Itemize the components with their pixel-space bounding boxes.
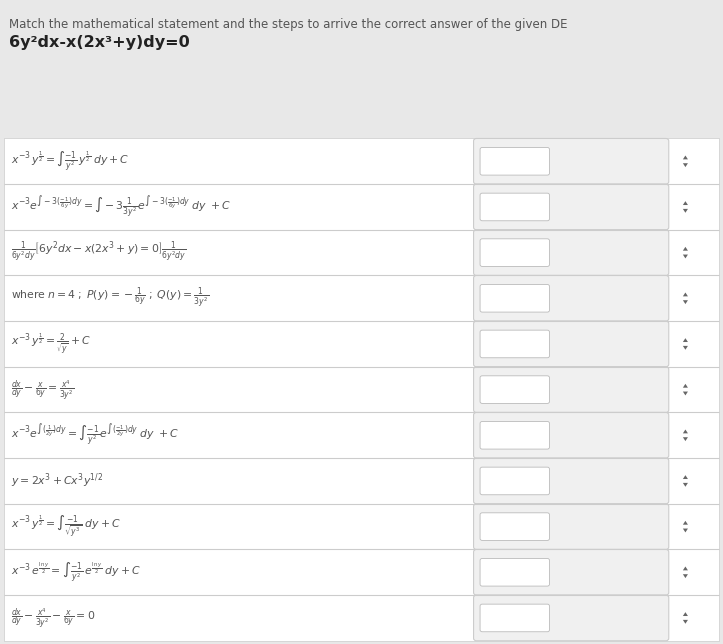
FancyBboxPatch shape [480,513,549,540]
Polygon shape [683,201,688,205]
Polygon shape [683,247,688,251]
Polygon shape [683,521,688,525]
Polygon shape [683,437,688,441]
FancyBboxPatch shape [474,549,669,595]
FancyBboxPatch shape [474,595,669,641]
FancyBboxPatch shape [480,147,549,175]
FancyBboxPatch shape [474,458,669,504]
Polygon shape [683,254,688,258]
FancyBboxPatch shape [480,239,549,267]
FancyBboxPatch shape [480,604,549,632]
FancyBboxPatch shape [474,412,669,458]
FancyBboxPatch shape [480,421,549,449]
Text: $\frac{dx}{dy} - \frac{x}{6y} = \frac{x^4}{3y^2}$: $\frac{dx}{dy} - \frac{x}{6y} = \frac{x^… [11,377,74,402]
Polygon shape [683,475,688,479]
Text: $x^{-3}e^{\int(\frac{1}{2y})dy} = \int \frac{-1}{y^2}e^{\int(\frac{-1}{2y})dy}\;: $x^{-3}e^{\int(\frac{1}{2y})dy} = \int \… [11,422,179,448]
Text: 6y²dx-x(2x³+y)dy=0: 6y²dx-x(2x³+y)dy=0 [9,35,189,50]
FancyBboxPatch shape [474,276,669,321]
Bar [0,0,723,135]
Bar [4,138,719,641]
Polygon shape [683,163,688,167]
Polygon shape [683,292,688,296]
Text: $x^{-3}e^{\int -3(\frac{-1}{6y})dy} = \int -3\frac{1}{3y^2}e^{\int -3(\frac{-1}{: $x^{-3}e^{\int -3(\frac{-1}{6y})dy} = \i… [11,194,231,220]
FancyBboxPatch shape [480,376,549,403]
Polygon shape [683,155,688,159]
Polygon shape [683,392,688,395]
Polygon shape [683,574,688,578]
Polygon shape [683,620,688,624]
FancyBboxPatch shape [480,558,549,586]
Polygon shape [683,384,688,388]
Text: $x^{-3}\,y^{\frac{1}{2}} = \int \frac{-1}{\sqrt{y^3}}\;dy+C$: $x^{-3}\,y^{\frac{1}{2}} = \int \frac{-1… [11,513,121,540]
Polygon shape [683,612,688,616]
FancyBboxPatch shape [474,367,669,412]
Text: $y=2x^3+Cx^3 y^{1/2}$: $y=2x^3+Cx^3 y^{1/2}$ [11,471,103,490]
Polygon shape [683,300,688,304]
Text: Match the mathematical statement and the steps to arrive the correct answer of t: Match the mathematical statement and the… [9,18,567,31]
Text: $x^{-3}\,e^{\frac{\ln y}{2}} = \int \frac{-1}{y^2}\,e^{\frac{\ln y}{2}}\;dy+C$: $x^{-3}\,e^{\frac{\ln y}{2}} = \int \fra… [11,560,141,585]
Text: $\frac{dx}{dy} - \frac{x^4}{3y^2} - \frac{x}{6y} = 0$: $\frac{dx}{dy} - \frac{x^4}{3y^2} - \fra… [11,606,95,630]
Polygon shape [683,209,688,213]
FancyBboxPatch shape [474,138,669,184]
FancyBboxPatch shape [480,285,549,312]
Text: $x^{-3}\,y^{\frac{1}{2}} = \frac{2}{\sqrt{y}}+C$: $x^{-3}\,y^{\frac{1}{2}} = \frac{2}{\sqr… [11,332,91,357]
FancyBboxPatch shape [474,321,669,367]
Text: $\mathrm{where}\;n=4\;;\;P(y)=-\frac{1}{6y}\;;\;Q(y)=\frac{1}{3y^2}$: $\mathrm{where}\;n=4\;;\;P(y)=-\frac{1}{… [11,286,209,311]
FancyBboxPatch shape [480,193,549,221]
Polygon shape [683,430,688,433]
Polygon shape [683,529,688,533]
FancyBboxPatch shape [480,467,549,495]
Polygon shape [683,483,688,487]
Text: $x^{-3}\,y^{\frac{1}{2}} = \int \frac{-1}{y^2}\,y^{\frac{1}{2}}\;dy+C$: $x^{-3}\,y^{\frac{1}{2}} = \int \frac{-1… [11,149,129,173]
FancyBboxPatch shape [474,504,669,549]
Polygon shape [683,338,688,342]
Polygon shape [683,567,688,571]
FancyBboxPatch shape [474,230,669,276]
Polygon shape [683,346,688,350]
FancyBboxPatch shape [474,184,669,230]
FancyBboxPatch shape [480,330,549,358]
Text: $\frac{1}{6y^2 dy}\left[6y^2 dx - x(2x^3+y)=0\right]\frac{1}{6y^2 dy}$: $\frac{1}{6y^2 dy}\left[6y^2 dx - x(2x^3… [11,240,187,265]
